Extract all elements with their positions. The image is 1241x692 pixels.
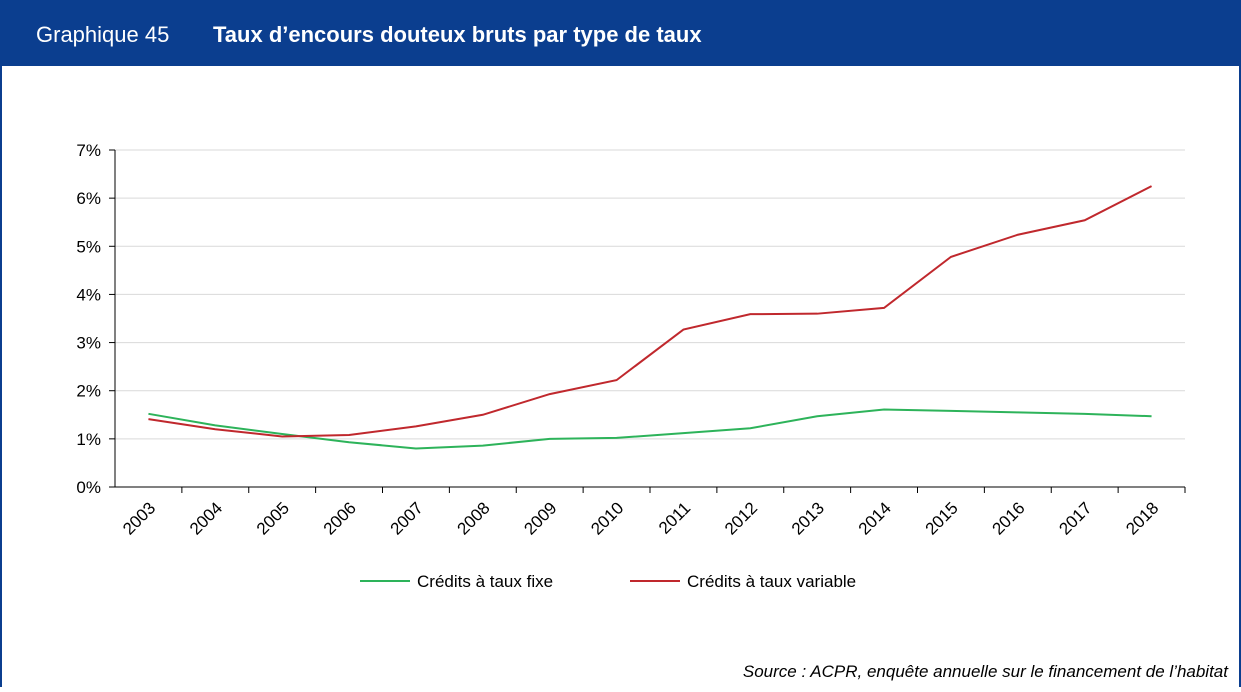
x-tick-label: 2003 bbox=[119, 498, 159, 538]
x-tick-label: 2012 bbox=[721, 498, 761, 538]
x-tick-label: 2011 bbox=[655, 498, 694, 537]
x-tick-label: 2018 bbox=[1122, 498, 1162, 538]
y-tick-label: 4% bbox=[76, 285, 101, 304]
x-tick-label: 2007 bbox=[387, 498, 427, 538]
line-series bbox=[148, 408, 1152, 450]
y-tick-label: 2% bbox=[76, 382, 101, 401]
x-tick-label: 2015 bbox=[922, 498, 962, 538]
chart-label: Graphique 45 bbox=[36, 22, 169, 47]
x-tick-label: 2013 bbox=[788, 498, 828, 538]
header-bar bbox=[0, 0, 1241, 66]
x-tick-label: 2010 bbox=[587, 498, 627, 538]
y-tick-label: 3% bbox=[76, 334, 101, 353]
legend-label: Crédits à taux fixe bbox=[417, 572, 553, 591]
y-tick-label: 1% bbox=[76, 430, 101, 449]
x-tick-label: 2016 bbox=[988, 498, 1028, 538]
source-note: Source : ACPR, enquête annuelle sur le f… bbox=[743, 662, 1229, 681]
line-series bbox=[148, 185, 1153, 438]
y-tick-label: 5% bbox=[76, 237, 101, 256]
x-tick-label: 2004 bbox=[186, 498, 226, 538]
y-tick-label: 0% bbox=[76, 478, 101, 497]
x-tick-label: 2014 bbox=[855, 498, 895, 538]
x-tick-label: 2008 bbox=[453, 498, 493, 538]
chart-title: Taux d’encours douteux bruts par type de… bbox=[213, 22, 702, 47]
x-tick-label: 2006 bbox=[320, 498, 360, 538]
legend-label: Crédits à taux variable bbox=[687, 572, 856, 591]
x-tick-label: 2005 bbox=[253, 498, 293, 538]
x-tick-label: 2017 bbox=[1055, 498, 1095, 538]
y-tick-label: 7% bbox=[76, 141, 101, 160]
x-tick-label: 2009 bbox=[520, 498, 560, 538]
y-tick-label: 6% bbox=[76, 189, 101, 208]
